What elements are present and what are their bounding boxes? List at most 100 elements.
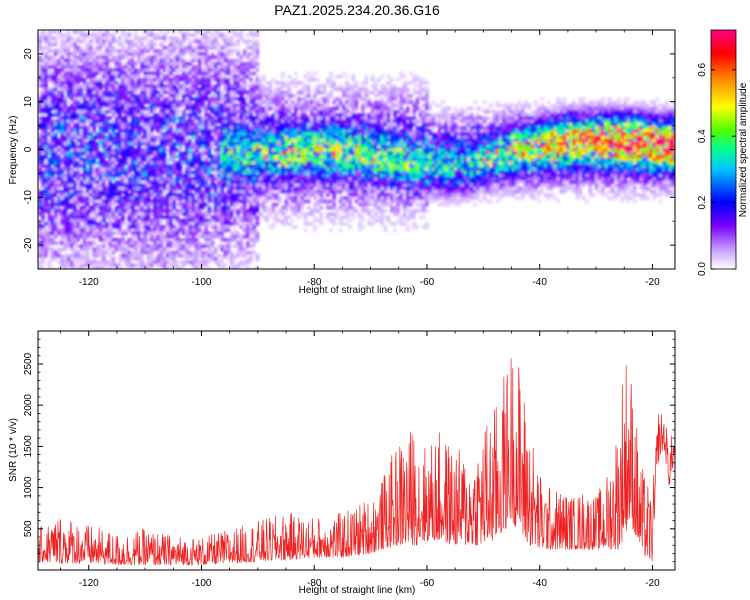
spectrogram-cell [182,225,186,229]
spectrogram-cell [236,71,240,76]
spectrogram-cell [284,151,288,156]
spectrogram-cell [121,228,125,232]
spectrogram-cell [249,71,253,76]
spectrogram-cell [172,244,176,248]
spectrogram-cell [114,174,119,178]
spectrogram-cell [76,238,80,242]
spectrogram-cell [281,145,285,149]
spectrogram-cell [82,164,87,168]
spectrogram-cell [220,145,224,149]
spectrogram-cell [63,238,68,242]
spectrogram-cell [127,170,132,175]
spectrogram-cell [226,145,231,149]
spectrogram-cell [175,244,180,248]
spectrogram-cell [44,209,48,213]
spectrogram-cell [159,228,164,232]
spectrogram-cell [223,71,228,76]
spectrogram-cell [258,122,263,127]
spectrogram-cell [188,138,192,143]
spectrogram-cell [226,68,231,72]
spectrogram-cell [79,151,84,156]
spectrogram-cell [150,186,154,191]
spectrogram-cell [95,106,100,111]
spectrogram-cell [262,94,266,98]
spectrogram-cell [153,260,157,264]
spectrogram-cell [82,244,87,248]
spectrogram-cell [268,126,272,130]
spectrogram-cell [166,215,170,220]
spectrogram-cell [98,55,103,60]
spectrogram-cell [236,174,240,178]
spectrogram-cell [86,110,90,114]
spectrogram-cell [172,196,176,200]
spectrogram-cell [194,132,199,136]
spectrogram-cell [265,103,269,108]
spectrogram-cell [140,177,144,181]
spectrogram-cell [287,110,292,114]
spectrogram-cell [124,106,128,111]
spectrogram-cell [73,193,77,197]
spectrogram-cell [278,177,282,181]
spectrogram-cell [178,193,183,197]
spectrogram-cell [172,90,176,95]
spectrogram-cell [220,225,224,229]
spectrogram-cell [217,138,221,143]
spectrogram-cell [242,180,247,184]
spectrogram-cell [226,110,231,114]
spectrogram-cell [162,260,167,264]
spectrogram-cell [198,215,202,220]
spectrogram-cell [92,247,96,252]
spectrogram-cell [140,254,144,258]
spectrogram-cell [252,250,256,255]
spectrogram-cell [108,161,112,165]
spectrogram-cell [105,100,109,104]
spectrogram-cell [300,196,304,200]
spectrogram-cell [214,234,218,239]
spectrogram-cell [290,81,295,85]
spectrogram-cell [182,193,186,197]
spectrogram-cell [137,148,141,152]
spectrogram-cell [76,90,80,95]
spectrogram-cell [47,218,52,223]
spectrogram-cell [220,58,224,63]
spectrogram-cell [194,52,199,56]
spectrogram-cell [249,119,253,124]
spectrogram-cell [47,110,52,114]
spectrogram-cell [79,90,84,95]
spectrogram-cell [258,202,263,207]
spectrogram-cell [79,84,84,88]
spectrogram-cell [223,254,228,258]
spectrogram-cell [92,209,96,213]
spectrogram-cell [140,62,144,66]
spectrogram-cell [169,212,173,216]
spectrogram-cell [86,180,90,184]
spectrogram-cell [178,119,183,124]
spectrogram-cell [233,106,237,111]
spectrogram-cell [300,180,304,184]
spectrogram-cell [249,193,253,197]
spectrogram-cell [159,170,164,175]
spectrogram-cell [252,84,256,88]
spectrogram-cell [246,129,250,133]
spectrogram-cell [98,266,103,269]
spectrogram-cell [166,49,170,53]
spectrogram-cell [121,55,125,60]
spectrogram-cell [226,158,231,162]
spectrogram-cell [50,154,55,159]
spectrogram-cell [175,177,180,181]
spectrogram-cell [108,84,112,88]
spectrogram-cell [166,132,170,136]
spectrogram-cell [102,58,106,63]
spectrogram-cell [255,39,260,44]
spectrogram-cell [140,209,144,213]
spectrogram-cell [124,36,128,40]
spectrogram-cell [226,222,231,226]
spectrogram-cell [159,241,164,245]
spectrogram-cell [220,212,224,216]
spectrogram-cell [89,164,93,168]
spectrogram-cell [236,78,240,82]
spectrogram-cell [114,138,119,143]
spectrogram-cell [44,199,48,204]
spectrogram-cell [287,126,292,130]
spectrogram-cell [194,190,199,194]
